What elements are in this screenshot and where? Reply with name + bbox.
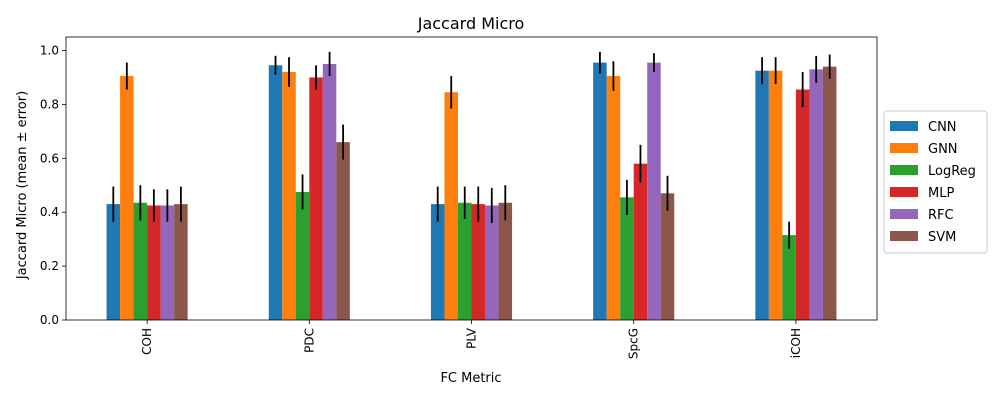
axes-frame [65,36,878,321]
x-tick-label: PLV [465,327,479,349]
legend-label: LogReg [928,164,976,179]
bar-gnn-pdc [282,72,296,321]
legend-label: MLP [928,186,954,201]
legend-swatch [890,209,918,219]
y-tick-label: 0.8 [40,97,59,111]
legend-swatch [890,187,918,197]
bars-layer [106,62,837,321]
legend-label: CNN [928,120,957,135]
bar-mlp-pdc [309,77,323,320]
y-tick-label: 0.6 [40,151,59,165]
y-axis-label: Jaccard Micro (mean ± error) [15,91,30,280]
x-tick-label: SpcG [627,328,641,359]
bar-mlp-icoh [795,89,810,320]
bar-logreg-spcg [620,197,634,320]
bar-rfc-spcg [647,62,661,320]
chart-title: Jaccard Micro [417,14,525,33]
bar-logreg-coh [133,202,148,320]
bar-svm-pdc [336,142,350,320]
bar-gnn-icoh [768,70,783,320]
bar-cnn-coh [106,204,121,320]
legend-swatch [890,143,918,153]
bar-rfc-coh [160,205,175,320]
bar-cnn-plv [430,204,445,320]
x-tick-label: COH [140,328,154,355]
x-axis: COH PDC PLV SpcG iCOH [140,320,803,359]
bar-cnn-pdc [268,65,283,320]
legend-label: RFC [928,208,954,223]
x-tick-label: iCOH [789,328,803,358]
bar-gnn-plv [444,92,458,320]
bar-svm-coh [174,204,188,320]
y-tick-label: 1.0 [40,43,59,57]
legend-swatch [890,165,918,175]
bar-svm-icoh [822,66,837,321]
bar-svm-spcg [660,193,675,320]
y-axis: 0.0 0.2 0.4 0.6 0.8 1.0 [40,43,66,327]
bar-cnn-spcg [593,62,607,320]
bar-mlp-spcg [633,163,648,320]
bar-rfc-pdc [322,63,337,320]
x-tick-label: PDC [302,328,316,353]
bar-mlp-plv [471,204,486,320]
y-tick-label: 0.4 [40,205,59,219]
y-tick-label: 0.0 [40,313,59,327]
legend-label: SVM [928,230,956,245]
bar-cnn-icoh [755,70,769,320]
x-axis-label: FC Metric [440,371,501,386]
bar-rfc-icoh [809,69,823,320]
y-tick-label: 0.2 [40,259,59,273]
bar-rfc-plv [485,205,499,320]
bar-gnn-coh [120,76,134,320]
legend-label: GNN [928,142,958,157]
legend: CNN GNN LogReg MLP RFC SVM [883,110,988,254]
legend-swatch [890,231,918,241]
bar-logreg-plv [457,202,472,320]
bar-logreg-icoh [782,235,796,320]
error-bars-layer [112,51,831,249]
bar-gnn-spcg [606,76,621,320]
bar-logreg-pdc [295,191,310,320]
bar-mlp-coh [147,205,161,320]
legend-swatch [890,121,918,131]
bar-svm-plv [498,202,513,320]
